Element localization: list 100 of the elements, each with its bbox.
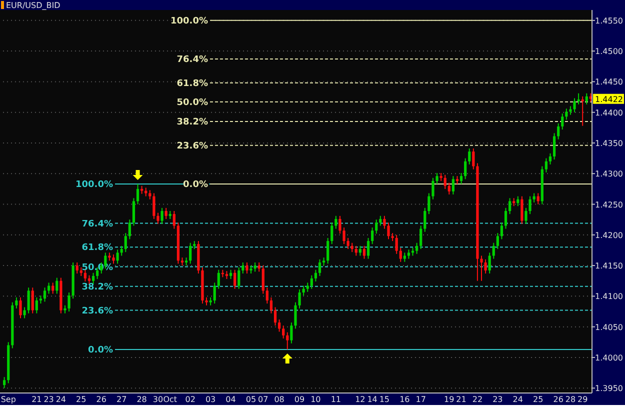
candlestick bbox=[318, 258, 322, 276]
y-tick-label: 1.4500 bbox=[595, 47, 623, 56]
x-tick-label: 26 bbox=[553, 395, 564, 404]
candlestick bbox=[164, 207, 168, 220]
candlestick bbox=[128, 219, 131, 240]
candlestick bbox=[395, 234, 398, 254]
candlestick bbox=[552, 132, 556, 160]
x-tick-label: 10 bbox=[310, 395, 321, 404]
candlestick bbox=[399, 247, 402, 262]
annotation: 1.4422 bbox=[595, 94, 623, 104]
candlestick bbox=[310, 274, 313, 290]
candlestick bbox=[148, 190, 152, 200]
y-tick-label: 1.4350 bbox=[595, 138, 623, 148]
candlestick bbox=[492, 242, 495, 260]
candlestick bbox=[524, 207, 528, 224]
y-tick-label: 1.4250 bbox=[595, 200, 623, 210]
candlestick bbox=[334, 215, 338, 230]
candlestick bbox=[238, 266, 240, 290]
candlestick bbox=[508, 198, 512, 215]
candlestick bbox=[565, 108, 568, 120]
x-tick-label: 02 bbox=[185, 395, 196, 404]
x-tick-label: 21 bbox=[32, 395, 42, 404]
x-tick-label: 28 bbox=[565, 395, 576, 404]
candlestick bbox=[56, 277, 58, 294]
candlestick bbox=[282, 325, 285, 339]
candlestick bbox=[403, 252, 406, 262]
candlestick bbox=[298, 288, 301, 309]
annotation: 0.0% bbox=[88, 345, 113, 356]
candlestick bbox=[112, 254, 115, 264]
y-tick-label: 1.4300 bbox=[595, 170, 623, 179]
candlestick bbox=[132, 198, 136, 226]
y-tick-label: 1.4200 bbox=[595, 230, 623, 240]
candlestick bbox=[480, 255, 483, 282]
candlestick bbox=[464, 158, 467, 180]
candlestick bbox=[346, 237, 350, 250]
x-tick-label: 29 bbox=[578, 395, 588, 404]
x-tick-label: 25 bbox=[76, 395, 86, 404]
candlestick bbox=[557, 122, 560, 140]
candlestick bbox=[379, 215, 382, 226]
x-tick-label: 09 bbox=[294, 395, 305, 404]
candlestick bbox=[120, 245, 123, 256]
candlestick bbox=[116, 249, 119, 264]
candlestick bbox=[156, 212, 160, 224]
x-tick-label: 05 bbox=[246, 395, 256, 404]
annotation: 100.0% bbox=[170, 16, 208, 26]
x-tick-label: 23 bbox=[492, 395, 503, 404]
annotation: 23.6% bbox=[82, 306, 113, 316]
y-tick-label: 1.4000 bbox=[595, 353, 623, 362]
candlestick bbox=[371, 227, 374, 245]
candlestick bbox=[444, 174, 446, 190]
candlestick bbox=[561, 113, 564, 130]
candlestick bbox=[35, 296, 38, 314]
y-tick-label: 1.4050 bbox=[595, 322, 623, 332]
x-tick-label: 11 bbox=[330, 395, 342, 404]
x-tick-label: 16 bbox=[400, 395, 410, 404]
candlestick bbox=[302, 285, 305, 296]
candlestick bbox=[286, 332, 289, 350]
annotation: 50.0% bbox=[176, 98, 208, 108]
candlestick bbox=[452, 176, 455, 195]
candlestick bbox=[468, 148, 471, 165]
candlestick bbox=[152, 192, 156, 220]
candlestick bbox=[254, 262, 256, 272]
candlestick bbox=[160, 207, 164, 224]
candlestick bbox=[424, 207, 426, 232]
candlestick bbox=[358, 245, 362, 256]
candlestick bbox=[76, 262, 78, 274]
candlestick bbox=[383, 215, 386, 230]
candlestick bbox=[488, 252, 491, 274]
x-tick-label: 14 bbox=[367, 395, 378, 404]
annotation: 76.4% bbox=[82, 219, 113, 230]
x-tick-label: 27 bbox=[116, 395, 127, 404]
candlestick bbox=[266, 287, 268, 304]
annotation: 0.0% bbox=[183, 180, 208, 190]
candlestick bbox=[407, 249, 410, 260]
candlestick bbox=[246, 262, 248, 274]
candlestick bbox=[366, 237, 370, 260]
candlestick bbox=[504, 207, 508, 230]
candlestick bbox=[326, 237, 330, 264]
candlestick bbox=[516, 196, 520, 207]
candlestick bbox=[3, 376, 6, 389]
x-tick-label: 25 bbox=[533, 395, 544, 404]
candlestick bbox=[342, 227, 346, 245]
candlestick bbox=[278, 318, 281, 332]
candlestick bbox=[500, 222, 504, 240]
x-tick-label: 24 bbox=[512, 395, 523, 404]
candlestick bbox=[428, 192, 430, 215]
y-tick-label: 1.4150 bbox=[595, 262, 623, 271]
candlestick bbox=[350, 242, 354, 253]
candlestick bbox=[229, 269, 232, 280]
candlestick bbox=[314, 269, 318, 282]
candlestick bbox=[217, 269, 220, 290]
x-tick-label: 30 bbox=[152, 395, 164, 404]
candlestick bbox=[354, 245, 358, 256]
candlestick bbox=[68, 292, 70, 312]
candlestick bbox=[27, 287, 30, 314]
candlestick bbox=[387, 222, 390, 240]
x-tick-label: 21 bbox=[456, 395, 466, 404]
candlestick bbox=[242, 262, 244, 274]
x-tick-label: 22 bbox=[472, 395, 483, 404]
candlestick bbox=[294, 302, 297, 330]
